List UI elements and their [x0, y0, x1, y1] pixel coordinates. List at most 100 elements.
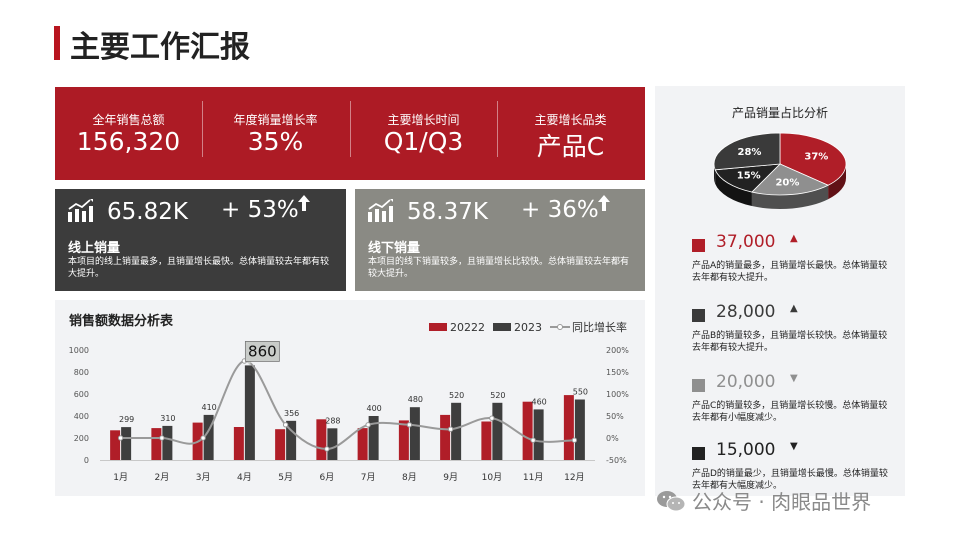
- x-axis-tick-label: 1月: [113, 472, 128, 483]
- kpi-value: 35%: [247, 127, 304, 156]
- kpi-growth-time: 主要增长时间 Q1/Q3: [350, 87, 497, 180]
- data-label: 550: [573, 388, 588, 397]
- trend-up-icon: ▲: [790, 303, 798, 314]
- x-axis-tick-label: 4月: [237, 472, 252, 483]
- pie-slice-label: 28%: [738, 147, 762, 158]
- product-swatch: [692, 239, 705, 252]
- trend-up-icon: ▲: [790, 233, 798, 244]
- watermark-text: 公众号 · 肉眼品世界: [692, 490, 872, 514]
- kpi-label: 全年销售总额: [92, 113, 165, 127]
- wechat-icon: [657, 490, 686, 511]
- pie-slice-label: 15%: [737, 170, 761, 181]
- bar-2023: [162, 425, 173, 460]
- data-label: 410: [201, 403, 216, 412]
- x-axis-tick-label: 5月: [278, 472, 293, 483]
- bar-2023: [121, 427, 132, 460]
- kpi-label: 主要增长时间: [387, 113, 460, 127]
- callout-label: 860: [248, 342, 277, 360]
- y-axis-tick-label: 0: [84, 456, 89, 465]
- product-value: 28,000: [716, 302, 776, 322]
- data-label: 299: [119, 415, 134, 424]
- x-axis-tick-label: 12月: [564, 472, 584, 483]
- title-accent-bar: [54, 26, 60, 60]
- product-description: 产品A的销量最多，且销量增长最快。总体销量较去年都有较大提升。: [692, 261, 888, 283]
- data-label: 480: [408, 395, 423, 404]
- kpi-divider: [497, 101, 498, 157]
- bar-2023: [203, 414, 214, 460]
- offline-title: 线下销量: [368, 241, 421, 256]
- product-swatch: [692, 379, 705, 392]
- data-label: 520: [490, 391, 505, 400]
- product-share-panel: 产品销量占比分析 37% 20% 15% 28% 37,000 ▲ 产品A的销量最多，…: [655, 86, 905, 496]
- yoy-growth-point: [571, 437, 578, 443]
- data-label: 310: [160, 414, 175, 423]
- chart-legend: 20222 2023 同比增长率: [421, 319, 627, 335]
- legend-line-swatch: [550, 324, 570, 330]
- product-swatch: [692, 309, 705, 322]
- bar-2022: [233, 427, 244, 460]
- product-pie-chart: 37% 20% 15% 28%: [713, 132, 847, 209]
- pie-slice-side: [715, 169, 752, 207]
- x-axis-tick-label: 8月: [402, 472, 417, 483]
- offline-amount: 58.37K: [407, 199, 488, 225]
- y-axis-tick-label: 200: [74, 434, 89, 443]
- bar-2022: [275, 429, 286, 460]
- bar-2023: [409, 407, 420, 460]
- legend-item-2022: 20222: [429, 321, 485, 334]
- bar-2022: [398, 420, 409, 460]
- x-axis-tick-label: 9月: [443, 472, 458, 483]
- kpi-divider: [350, 101, 351, 157]
- legend-swatch: [429, 323, 447, 331]
- kpi-band: 全年销售总额 156,320 年度销量增长率 35% 主要增长时间 Q1/Q3 …: [55, 87, 645, 180]
- legend-swatch: [493, 323, 511, 331]
- sales-chart: 0 200 400 600 800 1000 -50% 0% 50% 100% 150% 200% 29…: [69, 341, 629, 483]
- bar-2023: [286, 420, 297, 460]
- bar-2022: [522, 401, 533, 460]
- legend-item-2023: 2023: [493, 321, 542, 334]
- x-axis-tick-label: 6月: [320, 472, 335, 483]
- bar-2023: [368, 416, 379, 460]
- bar-2022: [151, 428, 162, 460]
- offline-description: 本项目的线下销量较多，且销量增长比较快。总体销量较去年都有较大提升。: [368, 257, 630, 279]
- product-value: 15,000: [716, 440, 776, 460]
- chart-title: 销售额数据分析表: [69, 314, 174, 329]
- trend-down-icon: ▼: [790, 441, 798, 452]
- pie-slice: [779, 132, 847, 186]
- bar-2022: [110, 430, 121, 460]
- data-label: 520: [449, 391, 464, 400]
- online-sales-card: 65.82K + 53% 线上销量 本项目的线上销量最多，且销量增长最快。总体销…: [55, 189, 346, 291]
- yoy-growth-point: [530, 437, 536, 443]
- y2-axis-tick-label: -50%: [606, 456, 627, 465]
- yoy-growth-point: [365, 422, 371, 428]
- bar-2022: [563, 395, 574, 460]
- y-axis-tick-label: 600: [74, 390, 89, 399]
- yoy-growth-point: [406, 422, 413, 428]
- pie-slice-label: 20%: [775, 177, 799, 188]
- yoy-growth-point: [324, 446, 330, 452]
- y2-axis-tick-label: 200%: [606, 346, 629, 355]
- y2-axis-tick-label: 50%: [606, 412, 624, 421]
- kpi-value: 产品C: [536, 132, 605, 161]
- product-description: 产品C的销量较多，且销量增长较慢。总体销量较去年都有小幅度减少。: [692, 401, 888, 423]
- kpi-growth-rate: 年度销量增长率 35%: [202, 87, 349, 180]
- kpi-label: 年度销量增长率: [233, 113, 318, 127]
- legend-item-yoy: 同比增长率: [550, 319, 627, 335]
- data-label: 460: [531, 397, 546, 406]
- x-axis-tick-label: 3月: [196, 472, 211, 483]
- yoy-growth-point: [200, 435, 206, 441]
- pie-slice-side: [751, 185, 829, 209]
- callout-box: [244, 341, 280, 362]
- online-growth: + 53%: [221, 197, 299, 223]
- pie-slice-side: [828, 164, 846, 200]
- product-swatch: [692, 447, 705, 460]
- y-axis-tick-label: 800: [74, 368, 89, 377]
- bar-2023: [574, 399, 585, 460]
- kpi-divider: [202, 101, 203, 157]
- legend-label: 20222: [450, 320, 485, 334]
- yoy-growth-point: [159, 435, 165, 441]
- y-axis-tick-label: 1000: [69, 346, 89, 355]
- pie-slice-label: 37%: [804, 152, 828, 163]
- arrow-up-icon: [598, 195, 610, 211]
- arrow-up-icon: [298, 195, 310, 211]
